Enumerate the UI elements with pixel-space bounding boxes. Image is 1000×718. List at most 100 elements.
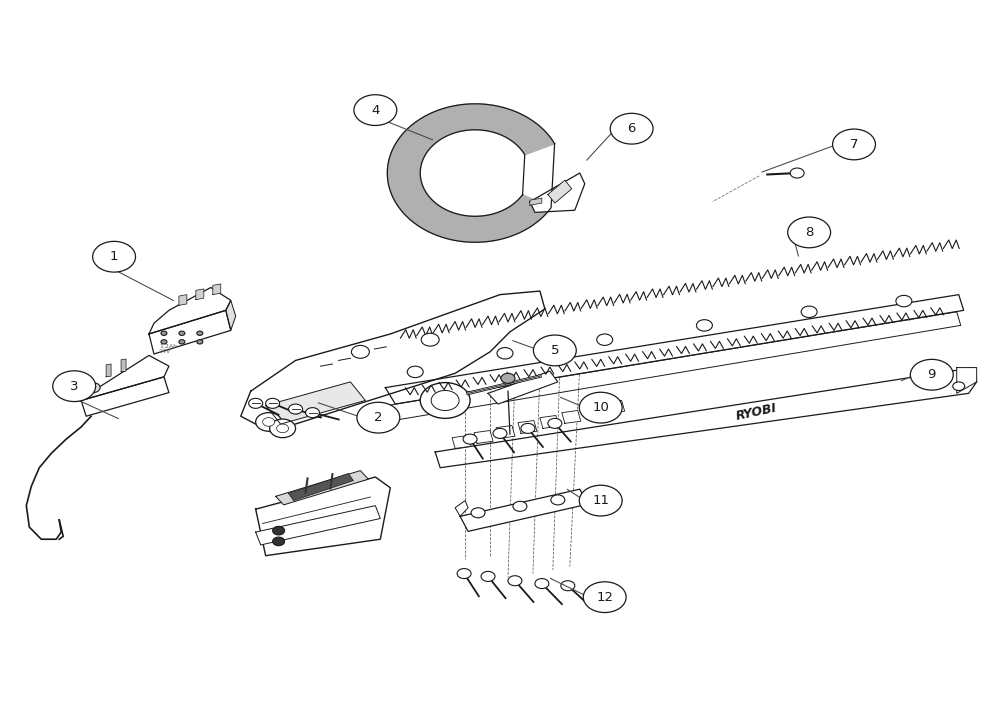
Circle shape	[161, 340, 167, 344]
Circle shape	[289, 404, 303, 414]
Text: 10: 10	[592, 401, 609, 414]
Circle shape	[471, 508, 485, 518]
Circle shape	[420, 383, 470, 419]
Circle shape	[548, 419, 562, 429]
Text: 11: 11	[592, 494, 609, 507]
Polygon shape	[548, 180, 572, 203]
Circle shape	[197, 331, 203, 335]
Polygon shape	[530, 173, 585, 213]
Text: 2: 2	[374, 411, 383, 424]
Polygon shape	[106, 364, 111, 377]
Circle shape	[357, 402, 400, 433]
Polygon shape	[496, 426, 515, 439]
Circle shape	[790, 168, 804, 178]
Circle shape	[263, 418, 275, 426]
Circle shape	[273, 526, 285, 535]
Circle shape	[521, 424, 535, 434]
Circle shape	[407, 366, 423, 378]
Polygon shape	[179, 294, 187, 305]
Circle shape	[481, 572, 495, 582]
Text: 1.2Ah: 1.2Ah	[159, 343, 177, 348]
Polygon shape	[387, 104, 555, 242]
Polygon shape	[488, 371, 558, 404]
Circle shape	[256, 413, 282, 432]
Circle shape	[788, 217, 831, 248]
Polygon shape	[213, 284, 221, 294]
Polygon shape	[562, 411, 581, 424]
Polygon shape	[455, 500, 468, 516]
Circle shape	[508, 576, 522, 586]
Polygon shape	[276, 470, 368, 505]
Polygon shape	[387, 312, 961, 421]
Circle shape	[535, 579, 549, 589]
Circle shape	[93, 241, 136, 272]
Circle shape	[561, 581, 575, 591]
Circle shape	[493, 429, 507, 439]
Polygon shape	[606, 401, 625, 414]
Polygon shape	[452, 436, 471, 449]
Circle shape	[583, 582, 626, 612]
Polygon shape	[81, 355, 169, 401]
Polygon shape	[518, 421, 537, 434]
Circle shape	[457, 569, 471, 579]
Circle shape	[161, 331, 167, 335]
Circle shape	[610, 113, 653, 144]
Text: 9: 9	[928, 368, 936, 381]
Circle shape	[354, 95, 397, 126]
Circle shape	[463, 434, 477, 444]
Circle shape	[953, 382, 965, 391]
Circle shape	[533, 335, 576, 365]
Polygon shape	[226, 300, 236, 330]
Circle shape	[351, 345, 369, 358]
Circle shape	[270, 419, 296, 438]
Circle shape	[501, 373, 515, 383]
Polygon shape	[474, 431, 493, 444]
Text: 3: 3	[70, 380, 78, 393]
Circle shape	[579, 485, 622, 516]
Text: RYOBI: RYOBI	[734, 401, 778, 423]
Circle shape	[266, 398, 280, 409]
Text: 1: 1	[110, 251, 118, 264]
Polygon shape	[289, 473, 353, 500]
Text: 24V: 24V	[159, 349, 171, 354]
Polygon shape	[460, 489, 588, 531]
Text: 12: 12	[596, 591, 613, 604]
Circle shape	[597, 334, 613, 345]
Circle shape	[833, 129, 875, 160]
Polygon shape	[121, 359, 126, 372]
Circle shape	[551, 495, 565, 505]
Circle shape	[421, 333, 439, 346]
Circle shape	[696, 320, 712, 331]
Circle shape	[277, 424, 289, 433]
Polygon shape	[540, 416, 559, 429]
Polygon shape	[266, 382, 365, 424]
Polygon shape	[256, 477, 390, 556]
Circle shape	[197, 340, 203, 344]
Text: 5: 5	[551, 344, 559, 357]
Circle shape	[896, 295, 912, 307]
Polygon shape	[196, 289, 204, 299]
Circle shape	[179, 331, 185, 335]
Polygon shape	[256, 505, 380, 545]
Circle shape	[273, 537, 285, 546]
Circle shape	[579, 392, 622, 423]
Text: 7: 7	[850, 138, 858, 151]
Polygon shape	[241, 291, 545, 432]
Circle shape	[249, 398, 263, 409]
Text: 8: 8	[805, 226, 813, 239]
Circle shape	[86, 383, 100, 393]
Polygon shape	[385, 294, 964, 404]
Circle shape	[431, 391, 459, 411]
Circle shape	[801, 306, 817, 317]
Polygon shape	[81, 377, 169, 416]
Text: 4: 4	[371, 103, 380, 116]
Circle shape	[179, 340, 185, 344]
Text: 6: 6	[627, 122, 636, 135]
Circle shape	[497, 348, 513, 359]
Polygon shape	[435, 368, 977, 467]
Polygon shape	[584, 406, 603, 419]
Polygon shape	[957, 368, 977, 393]
Polygon shape	[149, 287, 231, 334]
Polygon shape	[530, 198, 542, 205]
Circle shape	[53, 370, 96, 401]
